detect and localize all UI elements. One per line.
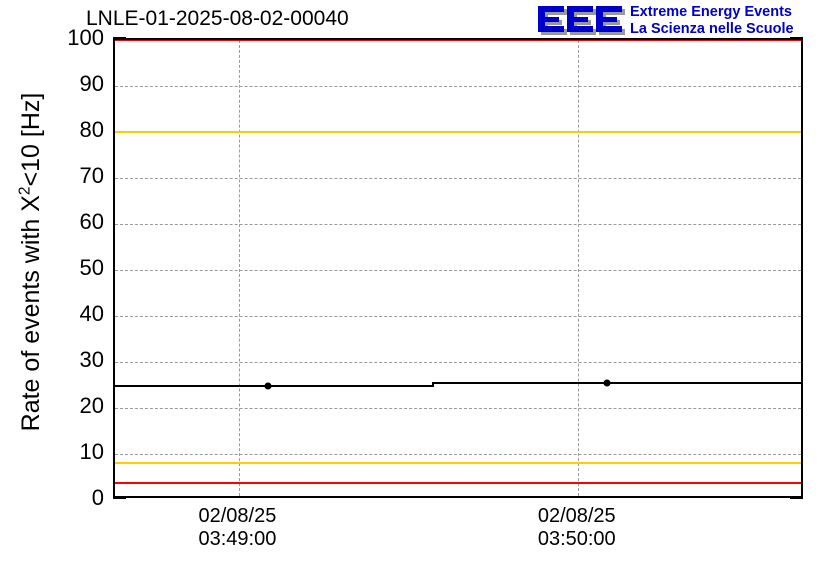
y-axis-tick-label: 100 [67, 25, 104, 50]
grid-line-horizontal [115, 269, 801, 271]
data-line-segment [431, 382, 801, 385]
plot-area [113, 38, 803, 498]
grid-line-horizontal [115, 223, 801, 225]
y-axis-tick-label: 80 [79, 117, 104, 142]
x-axis-tick-label: 02/08/25 03:50:00 [487, 505, 667, 551]
grid-line-horizontal [115, 177, 801, 179]
threshold-line-upper-yellow-limit [115, 131, 801, 133]
threshold-line-lower-red-limit [115, 481, 801, 484]
plot-inner [115, 40, 801, 496]
x-axis-tick-label-time: 03:50:00 [537, 528, 616, 550]
y-axis-tick-label: 10 [79, 439, 104, 464]
grid-line-horizontal [115, 453, 801, 455]
data-point-marker [264, 382, 272, 390]
grid-line-horizontal [115, 361, 801, 363]
eee-logo-line2: La Scienza nelle Scuole [630, 21, 794, 37]
x-axis-tick-label-date: 02/08/25 [198, 505, 277, 527]
grid-line-vertical [238, 40, 240, 496]
y-axis-tick-major [113, 497, 126, 499]
y-axis-title-sup: 2 [16, 186, 34, 196]
y-axis-tick-label: 30 [79, 347, 104, 372]
data-line-step-riser [431, 382, 434, 387]
y-axis-tick-label: 0 [91, 485, 104, 510]
y-axis-tick-major-right [790, 497, 803, 499]
x-axis-tick-label-time: 03:49:00 [198, 528, 277, 550]
y-axis-tick-label: 40 [79, 301, 104, 326]
data-line-segment [115, 384, 432, 387]
page-title: LNLE-01-2025-08-02-00040 [86, 7, 349, 30]
eee-logo-text: Extreme Energy Events La Scienza nelle S… [630, 4, 794, 38]
y-axis-tick-label: 50 [79, 255, 104, 280]
threshold-line-upper-red-limit [115, 40, 801, 41]
grid-line-horizontal [115, 315, 801, 317]
x-axis-tick-label: 02/08/25 03:49:00 [147, 505, 327, 551]
eee-logo: Extreme Energy Events La Scienza nelle S… [536, 3, 836, 43]
y-axis-tick-label: 20 [79, 393, 104, 418]
data-point-marker [603, 379, 611, 387]
grid-line-horizontal [115, 407, 801, 409]
grid-line-vertical [578, 40, 580, 496]
x-axis-tick-label-date: 02/08/25 [537, 505, 616, 527]
threshold-line-lower-yellow-limit [115, 462, 801, 465]
grid-line-horizontal [115, 85, 801, 87]
y-axis-tick-label: 70 [79, 163, 104, 188]
eee-logo-line1: Extreme Energy Events [630, 4, 792, 20]
y-axis-tick-label: 60 [79, 209, 104, 234]
eee-logo-mark [538, 6, 625, 35]
y-axis-tick-label: 90 [79, 71, 104, 96]
